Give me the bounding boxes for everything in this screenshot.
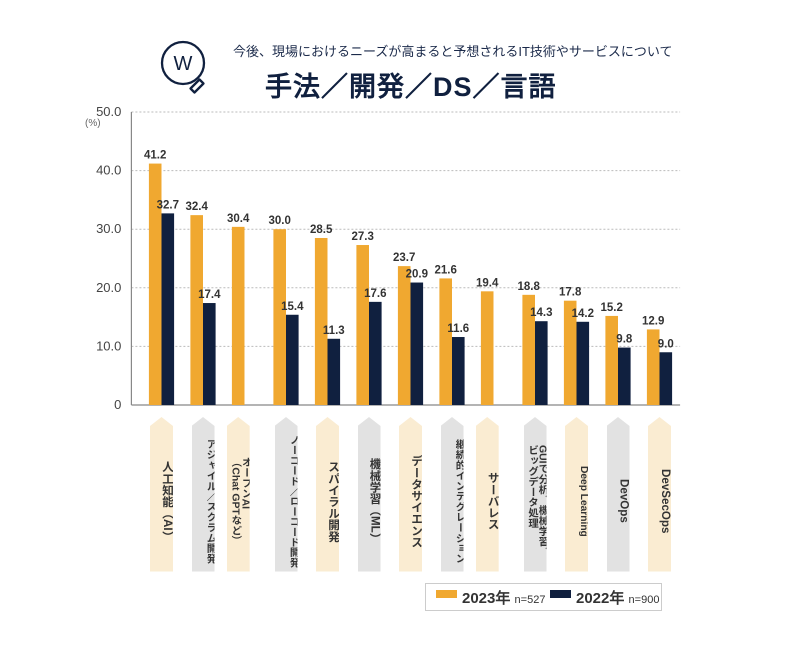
svg-text:28.5: 28.5 [310,224,333,236]
svg-text:27.3: 27.3 [352,231,374,243]
svg-text:40.0: 40.0 [96,163,121,178]
svg-text:17.6: 17.6 [364,288,386,300]
svg-text:17.4: 17.4 [198,289,221,301]
svg-text:17.8: 17.8 [559,287,582,299]
svg-text:32.7: 32.7 [157,199,179,211]
svg-text:41.2: 41.2 [144,150,166,162]
svg-text:30.0: 30.0 [269,215,291,227]
svg-text:23.7: 23.7 [393,252,415,264]
svg-text:0: 0 [114,397,121,412]
svg-text:50.0: 50.0 [96,104,121,119]
svg-text:32.4: 32.4 [186,201,209,213]
svg-text:14.2: 14.2 [572,308,594,320]
svg-text:9.8: 9.8 [616,334,633,346]
svg-text:15.4: 15.4 [281,301,304,313]
svg-text:19.4: 19.4 [476,277,499,289]
svg-text:12.9: 12.9 [642,315,664,327]
svg-text:9.0: 9.0 [658,338,674,350]
svg-text:10.0: 10.0 [96,338,121,353]
svg-text:30.4: 30.4 [227,213,250,225]
svg-text:15.2: 15.2 [601,302,623,314]
svg-text:11.6: 11.6 [447,323,469,335]
svg-text:30.0: 30.0 [96,221,121,236]
svg-text:21.6: 21.6 [435,264,457,276]
svg-text:18.8: 18.8 [518,281,541,293]
svg-text:11.3: 11.3 [323,325,345,337]
svg-text:14.3: 14.3 [530,307,552,319]
svg-text:20.0: 20.0 [96,280,121,295]
svg-text:20.9: 20.9 [406,269,428,281]
